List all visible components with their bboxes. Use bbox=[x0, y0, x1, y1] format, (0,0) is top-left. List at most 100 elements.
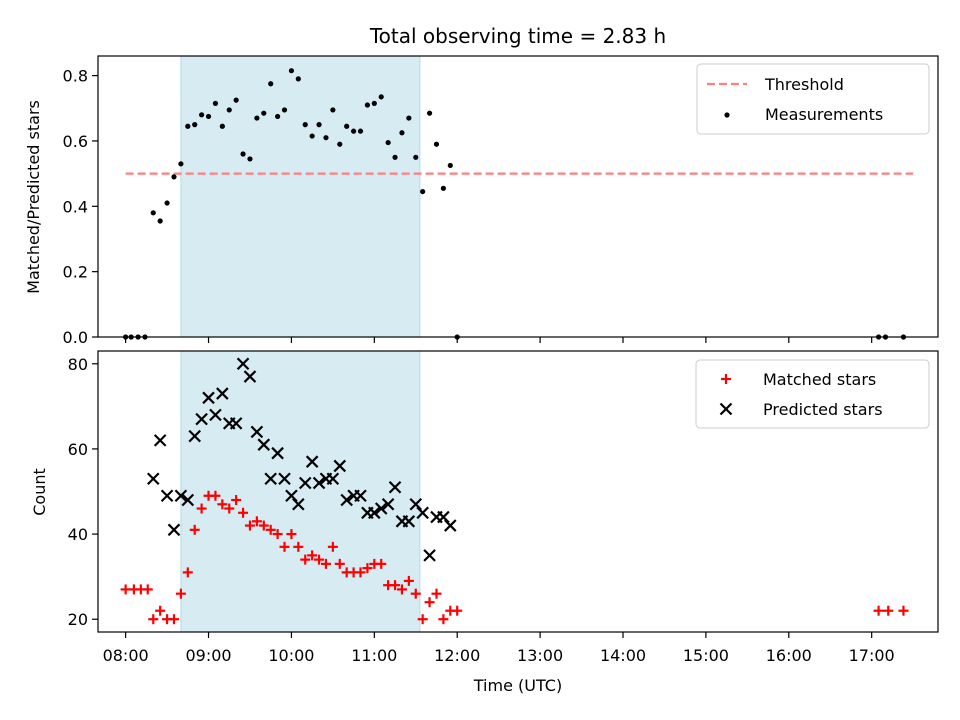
measurement-point bbox=[399, 130, 405, 136]
predicted-legend-label: Predicted stars bbox=[763, 400, 883, 419]
count-ytick-label: 20 bbox=[68, 610, 88, 629]
measurement-point bbox=[275, 113, 281, 120]
ratio-legend-box bbox=[696, 63, 930, 135]
matched-star-point bbox=[231, 495, 242, 506]
matched-star-point bbox=[410, 588, 421, 599]
matched-legend-swatch bbox=[721, 374, 731, 384]
matched-star-point bbox=[189, 524, 200, 535]
matched-star-point bbox=[362, 563, 373, 574]
predicted-star-point bbox=[292, 497, 305, 511]
predicted-legend-marker bbox=[719, 402, 733, 416]
count-ytick-label: 60 bbox=[68, 440, 88, 459]
measurement-point bbox=[171, 174, 177, 180]
ratio-ytick-label: 0.6 bbox=[63, 132, 88, 151]
count-xtick-label: 16:00 bbox=[766, 646, 812, 665]
predicted-star-point bbox=[243, 370, 257, 383]
matched-star-point bbox=[279, 541, 290, 552]
measurement-point bbox=[219, 123, 225, 129]
count-panel: 20 40 60 80 08:00 09:00 10:00 11:00 12:00 13:00 1… bbox=[30, 350, 939, 695]
count-xtick-label: 10:00 bbox=[268, 646, 314, 665]
predicted-star-point bbox=[209, 408, 222, 422]
ratio-ytick-label: 0.4 bbox=[63, 197, 88, 216]
matched-star-point bbox=[217, 499, 228, 510]
predicted-star-point bbox=[229, 417, 243, 430]
measurement-point bbox=[364, 102, 371, 108]
measurement-point bbox=[247, 156, 253, 162]
predicted-star-point bbox=[285, 489, 298, 503]
measurement-point bbox=[295, 76, 301, 82]
matched-star-point bbox=[314, 554, 325, 565]
matched-star-point bbox=[390, 580, 401, 591]
predicted-star-point bbox=[402, 515, 416, 528]
predicted-star-point bbox=[153, 434, 167, 447]
matched-star-point bbox=[155, 605, 166, 616]
predicted-star-point bbox=[326, 472, 340, 486]
measurement-point bbox=[226, 107, 232, 113]
measurement-point bbox=[268, 81, 274, 87]
measurement-point bbox=[385, 139, 391, 146]
measurement-point bbox=[199, 112, 205, 118]
measurement-point bbox=[192, 122, 198, 128]
matched-legend-label: Matched stars bbox=[763, 370, 876, 389]
measurement-point bbox=[288, 68, 295, 74]
predicted-star-point bbox=[250, 425, 264, 439]
measurement-point bbox=[309, 133, 315, 139]
count-ytick-label: 80 bbox=[68, 355, 88, 374]
matched-star-point bbox=[300, 554, 311, 565]
count-xtick-label: 14:00 bbox=[600, 646, 646, 665]
measurement-point bbox=[378, 94, 384, 100]
predicted-star-point bbox=[271, 446, 284, 460]
ratio-ytick-label: 0.2 bbox=[63, 263, 88, 282]
predicted-star-point bbox=[195, 412, 208, 426]
matched-star-point bbox=[210, 490, 221, 501]
measurement-point bbox=[413, 154, 419, 160]
measurement-point bbox=[447, 162, 453, 169]
matched-star-point bbox=[148, 614, 159, 625]
measurement-point bbox=[157, 218, 163, 224]
measurement-point bbox=[350, 128, 357, 134]
count-xtick-label: 11:00 bbox=[351, 646, 397, 665]
matched-star-point bbox=[293, 541, 304, 552]
measurement-point bbox=[357, 128, 364, 134]
measurements-legend-label: Measurements bbox=[765, 105, 883, 124]
matched-star-point bbox=[175, 588, 186, 599]
count-panel-ylabel: Count bbox=[30, 468, 49, 516]
measurement-point bbox=[433, 141, 440, 147]
count-xtick-label: 08:00 bbox=[103, 646, 149, 665]
predicted-star-point bbox=[409, 497, 423, 511]
predicted-star-point bbox=[236, 357, 250, 371]
predicted-legend-swatch bbox=[719, 402, 733, 416]
matched-star-point bbox=[244, 520, 255, 531]
ratio-panel-frame bbox=[97, 55, 939, 338]
predicted-star-point bbox=[374, 502, 388, 515]
predicted-star-point bbox=[202, 391, 215, 405]
measurement-point bbox=[406, 115, 412, 121]
measurement-point bbox=[323, 135, 329, 141]
ratio-panel-ylabel: Matched/Predicted stars bbox=[24, 100, 43, 294]
predicted-star-point bbox=[312, 476, 326, 490]
matched-star-point bbox=[355, 567, 366, 578]
matched-star-point bbox=[142, 584, 153, 595]
measurement-point bbox=[261, 110, 267, 116]
measurement-point bbox=[344, 123, 350, 129]
measurement-point bbox=[440, 185, 446, 191]
measurement-point bbox=[371, 100, 377, 106]
matched-star-point bbox=[196, 503, 207, 514]
measurements-legend-swatch bbox=[724, 112, 730, 118]
matched-star-point bbox=[431, 588, 442, 599]
matched-star-point bbox=[307, 550, 318, 561]
measurement-point bbox=[330, 107, 336, 113]
threshold-legend-label: Threshold bbox=[764, 75, 844, 94]
matched-star-point bbox=[898, 605, 909, 616]
count-panel-frame bbox=[97, 350, 939, 633]
ratio-panel: 0.00.20.40.60.8 Matched/Predicted stars … bbox=[24, 55, 939, 347]
measurement-point bbox=[392, 154, 398, 160]
matched-star-point bbox=[238, 507, 249, 518]
count-xtick-label: 09:00 bbox=[185, 646, 231, 665]
predicted-star-point bbox=[181, 493, 195, 507]
count-ytick-label: 40 bbox=[68, 525, 88, 544]
count-legend-box bbox=[695, 359, 930, 429]
matched-star-point bbox=[327, 541, 338, 552]
predicted-star-point bbox=[381, 497, 395, 511]
predicted-star-point bbox=[305, 455, 319, 468]
